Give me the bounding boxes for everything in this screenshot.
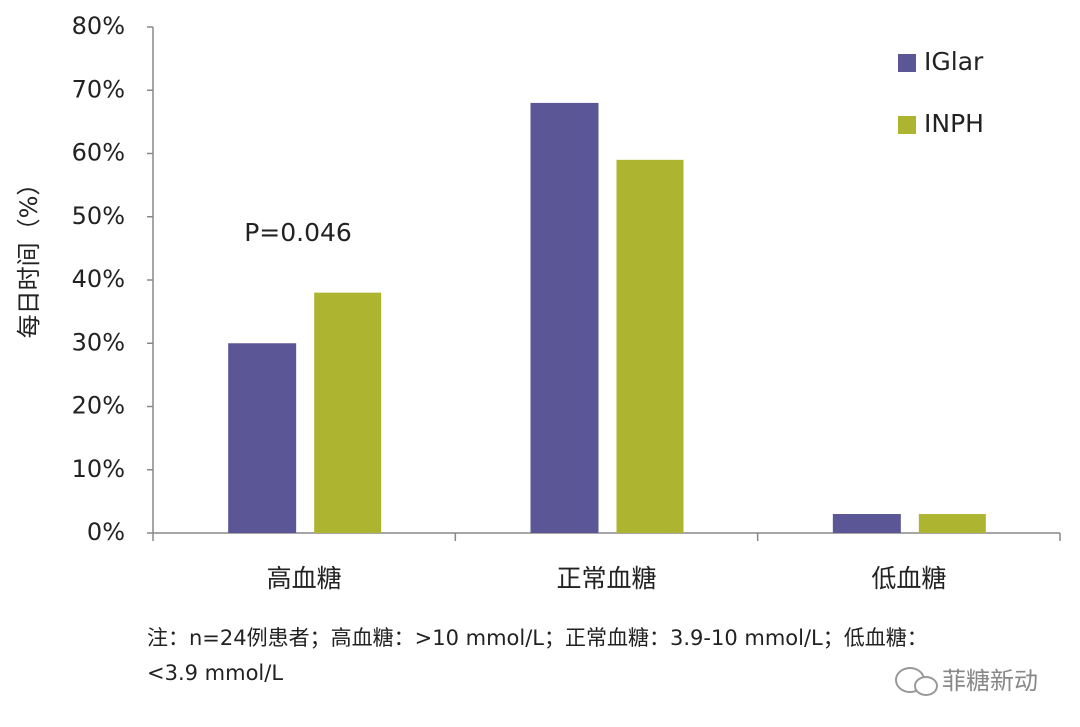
y-tick-label: 20%	[72, 392, 125, 420]
footnote: 注：n=24例患者；高血糖：>10 mmol/L；正常血糖：3.9-10 mmo…	[147, 626, 928, 650]
x-tick-label: 低血糖	[871, 564, 946, 593]
legend-swatch	[898, 54, 916, 72]
bar	[314, 292, 382, 533]
y-tick-label: 80%	[72, 12, 125, 40]
annotation: P=0.046	[244, 218, 352, 247]
x-tick-label: 正常血糖	[556, 564, 656, 593]
watermark: 菲糖新动	[942, 667, 1038, 695]
legend-label: IGlar	[924, 47, 984, 76]
bar	[832, 514, 901, 533]
bar	[918, 514, 986, 533]
y-tick-label: 60%	[72, 139, 125, 167]
y-axis-label: 每日时间（%）	[15, 172, 43, 339]
y-tick-label: 40%	[72, 265, 125, 293]
y-tick-label: 0%	[87, 518, 125, 546]
y-tick-label: 10%	[72, 455, 125, 483]
bar	[228, 343, 297, 533]
bar	[530, 102, 599, 534]
legend-label: INPH	[924, 109, 984, 138]
watermark-icon	[895, 667, 938, 696]
x-tick-label: 高血糖	[267, 564, 342, 593]
y-tick-label: 50%	[72, 202, 125, 230]
footnote: <3.9 mmol/L	[147, 661, 283, 685]
legend-swatch	[898, 116, 916, 134]
y-tick-label: 30%	[72, 328, 125, 356]
bar	[616, 159, 684, 533]
y-tick-label: 70%	[72, 75, 125, 103]
